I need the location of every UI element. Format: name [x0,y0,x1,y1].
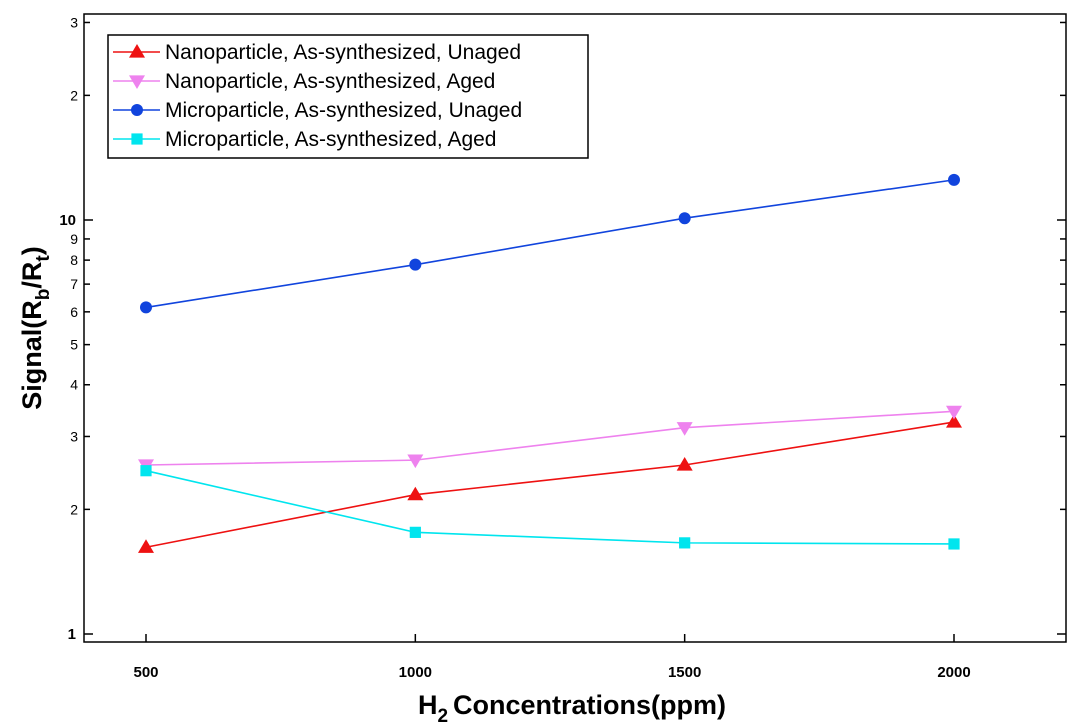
y-tick-label: 3 [70,428,78,444]
y-axis-title-subscript-t: t [33,255,54,262]
x-tick-label: 2000 [937,664,970,681]
plot-frame [83,13,1067,643]
data-point [948,173,960,186]
y-tick-label: 3 [70,14,78,30]
data-point [948,538,960,550]
y-tick-label: 9 [70,231,78,247]
y-tick-label: 5 [70,337,78,353]
data-point [138,539,154,553]
x-tick-label: 500 [133,664,158,681]
series-line [145,469,955,545]
data-point [946,405,962,420]
y-axis-title-mid: /R [17,262,47,289]
legend-marker [129,75,145,89]
data-point [140,301,152,314]
data-point [679,537,691,549]
x-axis-title-text: Concentrations(ppm) [453,690,726,720]
data-point [676,456,693,471]
legend-marker [129,44,145,58]
series-line [145,179,955,309]
y-tick-label: 6 [70,304,78,320]
legend-label: Microparticle, As-synthesized, Unaged [165,99,522,122]
data-point [409,526,421,538]
x-tick-label: 1000 [399,664,432,681]
y-tick-label: 4 [70,377,78,393]
data-point [678,212,691,225]
data-point [409,258,422,271]
y-tick-label: 8 [70,252,78,268]
y-axis-title: Signal(Rb/Rt) [17,246,54,409]
legend-label: Microparticle, As-synthesized, Aged [165,128,497,151]
data-point [407,486,424,501]
legend-label: Nanoparticle, As-synthesized, Aged [165,70,495,93]
y-tick-label: 10 [59,212,76,229]
y-axis: 1 2 3 4 5 6 7 8 9 10 2 3 [59,14,1066,643]
y-axis-title-subscript-b: b [33,289,54,301]
data-point [407,454,424,469]
legend-box [107,34,589,159]
legend-label: Nanoparticle, As-synthesized, Unaged [165,41,521,64]
legend-marker [131,133,143,145]
x-axis-title-subscript: 2 [437,706,448,723]
series-line [145,421,955,549]
legend-marker [131,104,143,116]
x-tick-label: 1500 [668,664,701,681]
x-axis-title-prefix: H [418,690,438,720]
data-point [676,422,693,436]
x-axis-title: H2 Concentrations(ppm) [418,690,726,723]
legend: Nanoparticle, As-synthesized, Unaged Nano… [107,34,589,159]
y-tick-label: 2 [70,501,78,517]
series-line [145,410,955,466]
data-point [140,465,152,477]
y-axis-title-end: ) [17,246,47,255]
y-tick-label: 2 [70,87,78,103]
data-point [946,414,962,428]
plot-series [138,173,962,553]
x-axis: 500 1000 1500 2000 [133,634,971,681]
y-tick-label: 1 [68,626,76,643]
y-tick-label: 7 [70,276,78,292]
